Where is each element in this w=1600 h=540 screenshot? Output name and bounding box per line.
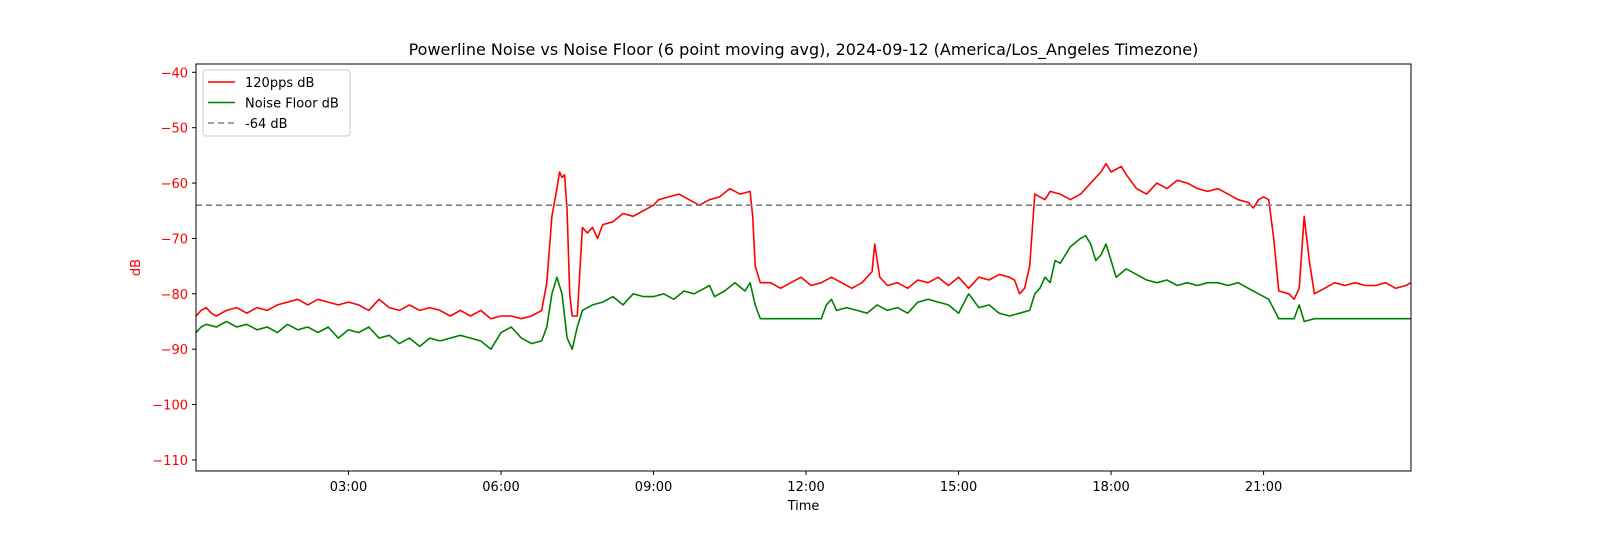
x-tick-label: 18:00 xyxy=(1092,480,1129,495)
y-tick-label: −70 xyxy=(161,232,188,247)
x-tick-label: 12:00 xyxy=(787,480,824,495)
chart-title: Powerline Noise vs Noise Floor (6 point … xyxy=(409,40,1199,60)
legend-label-1: Noise Floor dB xyxy=(245,97,339,112)
x-axis: 03:00 06:00 09:00 12:00 15:00 18:00 21:00 xyxy=(330,471,1282,495)
plot-area xyxy=(195,63,1412,472)
x-tick-label: 09:00 xyxy=(635,480,672,495)
series-line-1 xyxy=(196,234,1411,350)
legend-label-2: -64 dB xyxy=(245,117,288,132)
y-tick-label: −60 xyxy=(161,177,188,192)
y-tick-label: −110 xyxy=(152,454,188,469)
legend-box xyxy=(202,69,351,137)
y-axis: −40 −50 −60 −70 −80 −90 −100 −110 xyxy=(152,66,196,469)
series-layer xyxy=(196,162,1411,350)
y-tick-label: −90 xyxy=(161,343,188,358)
y-tick-label: −50 xyxy=(161,122,188,137)
y-axis-label: dB xyxy=(129,259,144,276)
series-line-0 xyxy=(196,162,1411,320)
legend: 120pps dB Noise Floor dB -64 dB xyxy=(202,69,351,137)
y-tick-label: −100 xyxy=(152,399,188,414)
y-tick-label: −80 xyxy=(161,288,188,303)
x-tick-label: 03:00 xyxy=(330,480,367,495)
x-tick-label: 21:00 xyxy=(1245,480,1282,495)
legend-label-0: 120pps dB xyxy=(245,76,314,91)
x-tick-label: 06:00 xyxy=(482,480,519,495)
y-tick-label: −40 xyxy=(161,66,188,81)
x-axis-label: Time xyxy=(787,499,820,514)
x-tick-label: 15:00 xyxy=(940,480,977,495)
plot-frame xyxy=(195,63,1412,472)
